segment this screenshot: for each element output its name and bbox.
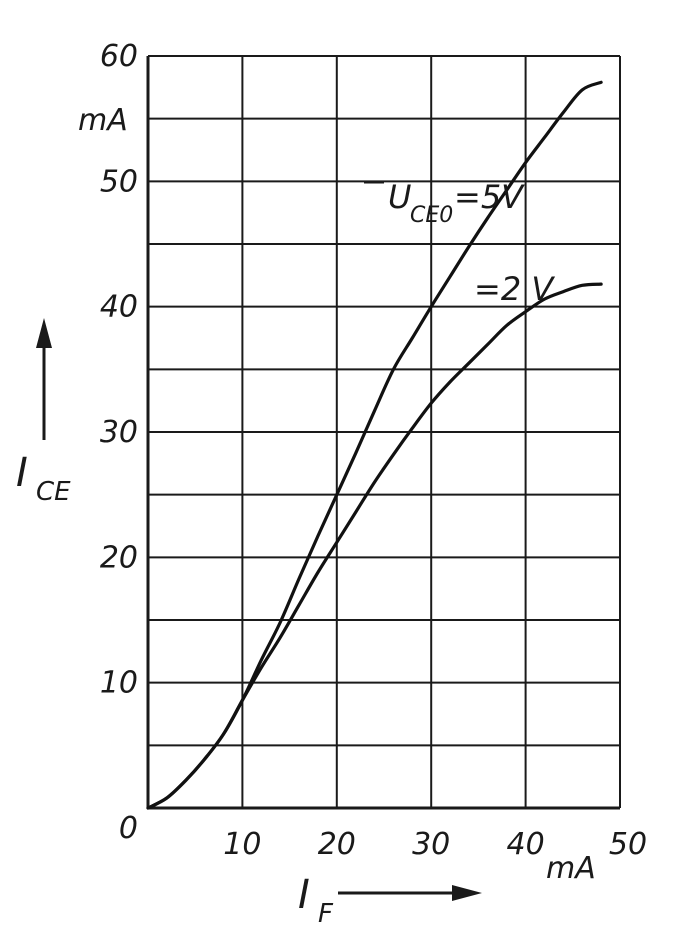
y-tick-label-0: 0 <box>119 811 138 846</box>
plot-frame <box>146 56 620 810</box>
x-tick-label-50: 50 <box>609 827 647 862</box>
y-tick-label-30: 30 <box>100 415 138 450</box>
series-line-0 <box>146 80 603 810</box>
curves <box>146 80 603 810</box>
y-tick-label-50: 50 <box>100 164 138 199</box>
x-tick-label-40: 40 <box>507 827 545 862</box>
x-axis-label-sub: F <box>318 899 334 929</box>
curve-label-2v: =2 V <box>474 270 555 308</box>
series-line-1 <box>146 282 603 810</box>
x-tick-label-30: 30 <box>412 827 450 862</box>
y-unit-label: mA <box>78 103 128 138</box>
y-axis-label-main: I <box>16 450 28 496</box>
curve-label-5v: U CE0 =5V <box>364 178 525 228</box>
x-axis-label-main: I <box>298 872 310 918</box>
curve-label-5v-rest: =5V <box>454 178 525 216</box>
y-tick-label-10: 10 <box>100 666 138 701</box>
grid-lines <box>147 55 621 809</box>
x-tick-label-20: 20 <box>318 827 356 862</box>
y-axis-label-sub: CE <box>36 477 71 507</box>
tick-labels: 0 10 20 30 40 50 60 10 20 30 40 50 <box>100 39 647 862</box>
x-tick-label-10: 10 <box>223 827 261 862</box>
y-tick-label-60: 60 <box>100 39 138 74</box>
x-unit-label: mA <box>546 851 596 886</box>
x-axis-arrow <box>338 885 482 901</box>
y-tick-label-40: 40 <box>100 290 138 325</box>
curve-label-5v-main: U <box>388 178 411 216</box>
curve-label-5v-sub: CE0 <box>410 203 453 228</box>
y-axis-arrow <box>36 318 52 440</box>
y-tick-label-20: 20 <box>100 540 138 575</box>
